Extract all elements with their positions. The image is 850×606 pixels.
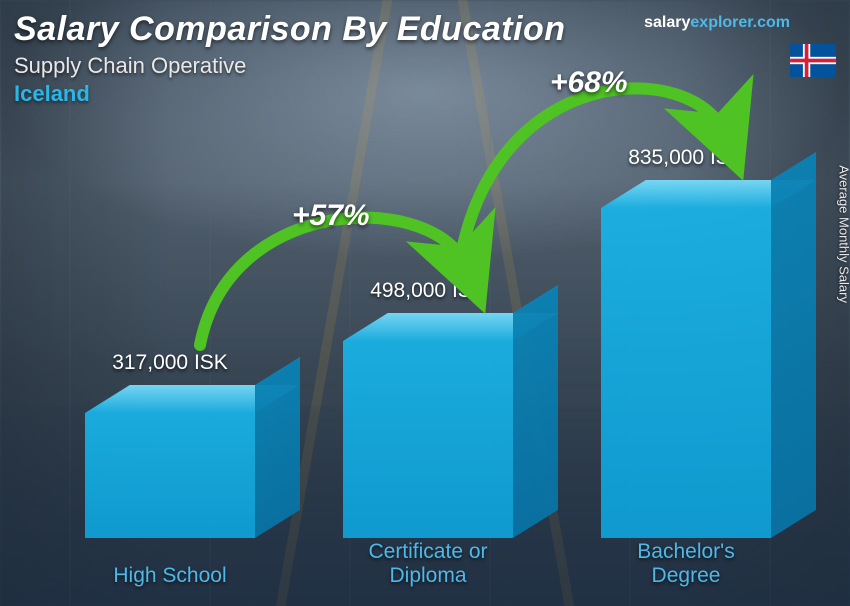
bar-wrap bbox=[85, 413, 255, 538]
bar-label: Certificate orDiploma bbox=[318, 540, 538, 588]
bar-label: Bachelor'sDegree bbox=[576, 540, 796, 588]
increase-label: +57% bbox=[292, 199, 370, 233]
flag-icon bbox=[790, 44, 836, 77]
brand-tld: .com bbox=[753, 14, 790, 31]
bar-label: High School bbox=[60, 564, 280, 588]
bar-wrap bbox=[601, 208, 771, 538]
bar-value: 317,000 ISK bbox=[112, 351, 228, 375]
brand-logo: salaryexplorer.com bbox=[644, 14, 790, 32]
chart-subtitle: Supply Chain Operative bbox=[14, 53, 836, 79]
bar-wrap bbox=[343, 341, 513, 538]
bar-value: 498,000 ISK bbox=[370, 279, 486, 303]
bar bbox=[343, 341, 513, 538]
brand-suffix: explorer bbox=[690, 14, 752, 31]
bar bbox=[85, 413, 255, 538]
bar bbox=[601, 208, 771, 538]
bar-chart: 317,000 ISK High School 498,000 ISK Certifi… bbox=[40, 120, 810, 590]
brand-prefix: salary bbox=[644, 14, 690, 31]
chart-country: Iceland bbox=[14, 81, 836, 107]
bar-value: 835,000 ISK bbox=[628, 146, 744, 170]
y-axis-label: Average Monthly Salary bbox=[837, 165, 850, 303]
